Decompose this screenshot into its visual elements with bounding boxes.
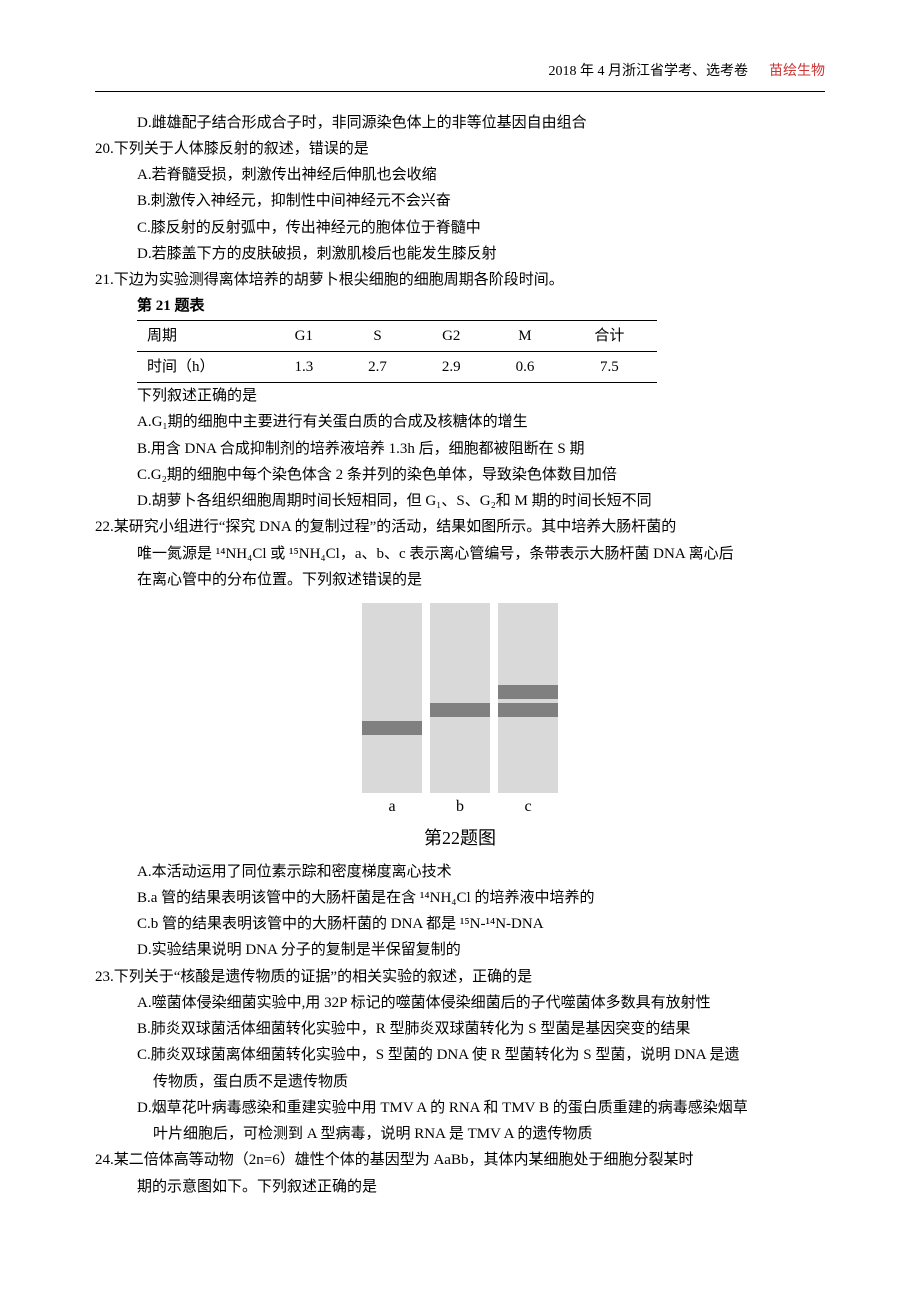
page-header: 2018 年 4 月浙江省学考、选考卷 苗绘生物 [95,60,825,85]
q23-stem: 23.下列关于“核酸是遗传物质的证据”的相关实验的叙述，正确的是 [95,964,825,990]
page: 2018 年 4 月浙江省学考、选考卷 苗绘生物 D.雌雄配子结合形成合子时，非… [0,0,920,1260]
q23-option-c-line1: C.肺炎双球菌离体细菌转化实验中，S 型菌的 DNA 使 R 型菌转化为 S 型… [95,1042,825,1068]
q23-option-b: B.肺炎双球菌活体细菌转化实验中，R 型肺炎双球菌转化为 S 型菌是基因突变的结… [95,1016,825,1042]
q23-option-d-line1: D.烟草花叶病毒感染和重建实验中用 TMV A 的 RNA 和 TMV B 的蛋… [95,1095,825,1121]
q21-option-a: A.G₁期的细胞中主要进行有关蛋白质的合成及核糖体的增生 [95,409,825,435]
q23-option-a: A.噬菌体侵染细菌实验中,用 32P 标记的噬菌体侵染细菌后的子代噬菌体多数具有… [95,990,825,1016]
q20-option-a: A.若脊髓受损，刺激传出神经后伸肌也会收缩 [95,162,825,188]
q22-figure: a b c 第22题图 [95,603,825,855]
q22-stem-line3: 在离心管中的分布位置。下列叙述错误的是 [95,567,825,593]
table-cell: 7.5 [562,351,657,382]
table-row: 周期 G1 S G2 M 合计 [137,320,657,351]
q22-option-b: B.a 管的结果表明该管中的大肠杆菌是在含 ¹⁴NH₄Cl 的培养液中培养的 [95,885,825,911]
tube-b [430,603,490,793]
table-cell: M [488,320,562,351]
q22-option-a: A.本活动运用了同位素示踪和密度梯度离心技术 [95,859,825,885]
q22-option-d: D.实验结果说明 DNA 分子的复制是半保留复制的 [95,937,825,963]
band [362,721,422,735]
q20-stem: 20.下列关于人体膝反射的叙述，错误的是 [95,136,825,162]
tube-label-a: a [362,793,422,821]
q22-stem-line2: 唯一氮源是 ¹⁴NH₄Cl 或 ¹⁵NH₄Cl，a、b、c 表示离心管编号，条带… [95,541,825,567]
table-cell: G1 [267,320,341,351]
band [498,685,558,699]
table-cell: 1.3 [267,351,341,382]
tube-label-b: b [430,793,490,821]
tube-a [362,603,422,793]
q20-option-d: D.若膝盖下方的皮肤破损，刺激肌梭后也能发生膝反射 [95,241,825,267]
tube-labels: a b c [362,793,558,821]
tube-label-c: c [498,793,558,821]
q21-lead: 下列叙述正确的是 [95,383,825,409]
table-row: 时间（h） 1.3 2.7 2.9 0.6 7.5 [137,351,657,382]
q20-option-c: C.膝反射的反射弧中，传出神经元的胞体位于脊髓中 [95,215,825,241]
q21-stem: 21.下边为实验测得离体培养的胡萝卜根尖细胞的细胞周期各阶段时间。 [95,267,825,293]
q22-stem-line1: 22.某研究小组进行“探究 DNA 的复制过程”的活动，结果如图所示。其中培养大… [95,514,825,540]
table-cell: 2.7 [341,351,415,382]
centrifuge-tubes [362,603,558,793]
q21-option-b: B.用含 DNA 合成抑制剂的培养液培养 1.3h 后，细胞都被阻断在 S 期 [95,436,825,462]
table-cell: S [341,320,415,351]
band [430,703,490,717]
tube-c [498,603,558,793]
table-cell: 2.9 [414,351,488,382]
q20-option-b: B.刺激传入神经元，抑制性中间神经元不会兴奋 [95,188,825,214]
q19-option-d: D.雌雄配子结合形成合子时，非同源染色体上的非等位基因自由组合 [95,110,825,136]
header-divider [95,91,825,92]
q21-table: 周期 G1 S G2 M 合计 时间（h） 1.3 2.7 2.9 0.6 7.… [137,320,657,384]
q21-table-title: 第 21 题表 [95,293,825,319]
q22-figure-caption: 第22题图 [95,823,825,855]
table-cell: 合计 [562,320,657,351]
header-left: 2018 年 4 月浙江省学考、选考卷 [549,64,749,79]
table-cell: 周期 [137,320,267,351]
header-right: 苗绘生物 [769,64,825,79]
q23-option-c-line2: 传物质，蛋白质不是遗传物质 [95,1069,825,1095]
table-cell: 0.6 [488,351,562,382]
q21-option-d: D.胡萝卜各组织细胞周期时间长短相同，但 G₁、S、G₂和 M 期的时间长短不同 [95,488,825,514]
q22-option-c: C.b 管的结果表明该管中的大肠杆菌的 DNA 都是 ¹⁵N-¹⁴N-DNA [95,911,825,937]
table-cell: G2 [414,320,488,351]
q23-option-d-line2: 叶片细胞后，可检测到 A 型病毒，说明 RNA 是 TMV A 的遗传物质 [95,1121,825,1147]
q24-stem-line1: 24.某二倍体高等动物（2n=6）雄性个体的基因型为 AaBb，其体内某细胞处于… [95,1147,825,1173]
q21-option-c: C.G₂期的细胞中每个染色体含 2 条并列的染色单体，导致染色体数目加倍 [95,462,825,488]
q24-stem-line2: 期的示意图如下。下列叙述正确的是 [95,1174,825,1200]
band [498,703,558,717]
table-cell: 时间（h） [137,351,267,382]
